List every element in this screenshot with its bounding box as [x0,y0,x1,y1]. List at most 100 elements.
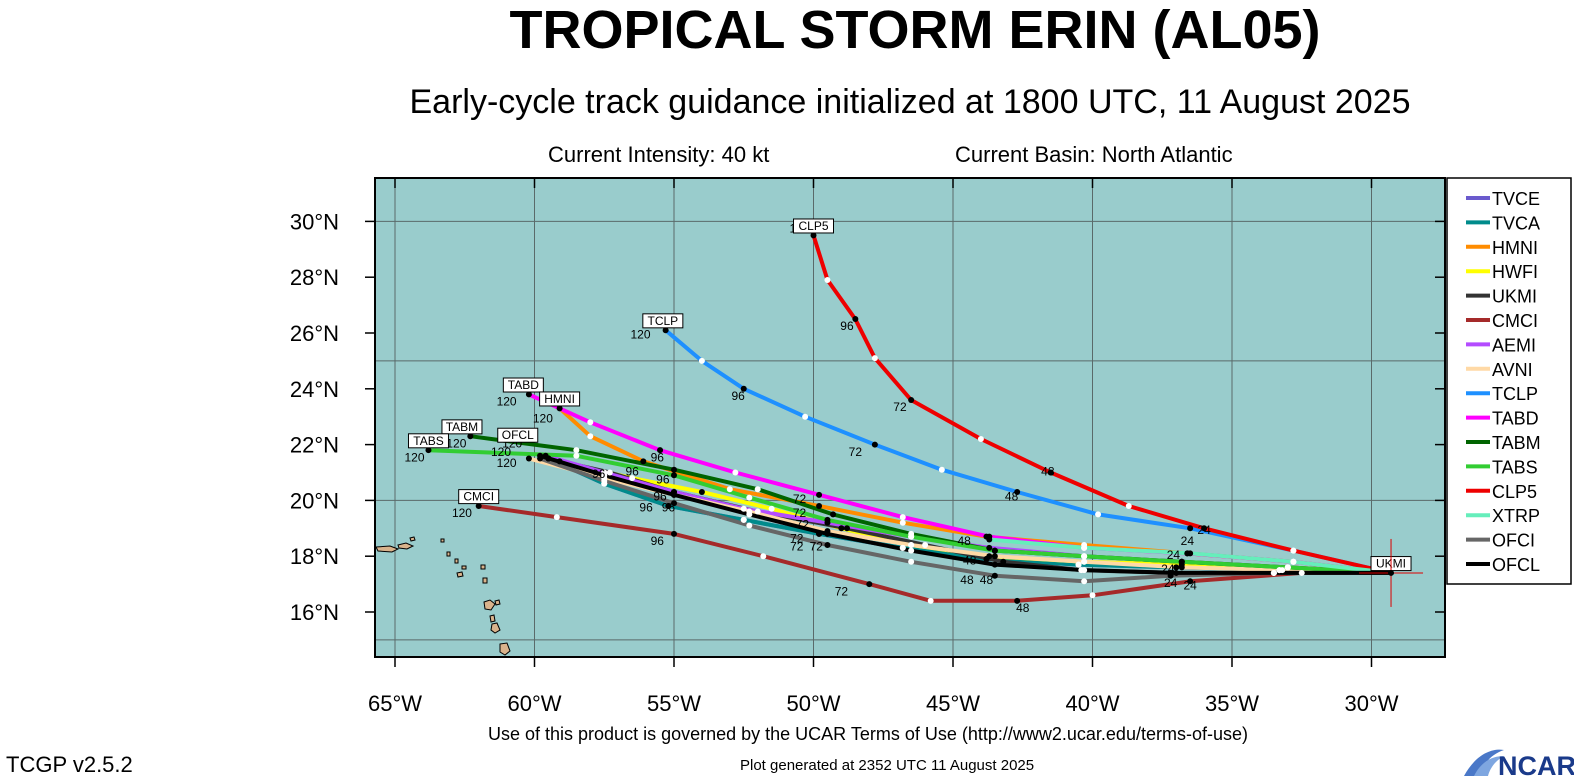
forecast-point-tabs [991,547,998,554]
forecast-point-ofci [1081,578,1088,585]
forecast-point-tabm [830,511,837,518]
ncar-logo-text: NCAR [1498,751,1574,778]
x-tick-label: 45°W [926,691,980,716]
forecast-point-cmci [671,530,677,537]
forecast-point-tabd [587,419,594,426]
island-guadeloupe [483,599,496,611]
y-tick-label: 28°N [290,265,339,290]
ncar-logo-swoosh [1464,749,1504,776]
forecast-hour-label: 96 [731,389,745,403]
forecast-hour-label: 120 [446,436,466,450]
island-small-9 [494,599,501,606]
legend-label-xtrp: XTRP [1492,506,1540,526]
forecast-point-xtrp [1290,558,1297,565]
forecast-point-tvca [1075,561,1082,568]
legend-label-ofci: OFCI [1492,531,1535,551]
legend-label-tvca: TVCA [1492,213,1540,233]
forecast-point-tabd [732,469,739,476]
forecast-point-clp5 [1201,525,1208,532]
x-tick-label: 40°W [1065,691,1119,716]
model-box-tclp [642,313,684,329]
model-box-label: TABM [446,420,478,434]
forecast-point-tclp [740,385,747,392]
forecast-point-tvca [816,530,823,537]
forecast-hour-label: 96 [662,501,676,515]
forecast-point-hmni [726,486,733,493]
map-frame [374,177,1446,658]
forecast-point-clp5 [871,355,878,362]
forecast-point-ofcl [1081,567,1088,574]
forecast-point-ofci [991,572,998,579]
forecast-point-tabs [573,452,580,459]
model-box-tabd [502,377,544,393]
forecast-point-ofcl [537,452,544,459]
legend-label-tvce: TVCE [1492,189,1540,209]
forecast-point-tabs [1178,558,1185,565]
forecast-point-avni [908,542,915,549]
forecast-point-cmci [760,553,767,560]
forecast-point-ofci [671,500,677,507]
forecast-point-clp5 [1125,502,1132,509]
forecast-hour-label: 72 [793,506,807,520]
forecast-point-cmci [866,581,873,588]
model-box-label: OFCL [502,428,534,442]
ncar-logo-swoosh-2 [1474,756,1504,776]
forecast-point-tclp [662,327,669,334]
model-box-hmni [539,391,581,407]
y-tick-label: 20°N [290,488,339,513]
terms-of-use: Use of this product is governed by the U… [488,724,1248,744]
forecast-point-ofci [601,477,608,484]
y-tick-label: 24°N [290,377,339,402]
forecast-point-cmci [553,514,560,521]
forecast-point-tclp [1014,489,1021,496]
forecast-hour-label: 48 [963,554,977,568]
forecast-point-tabs [746,494,753,501]
forecast-hour-label: 24 [1167,548,1181,562]
forecast-point-ofcl [1173,569,1180,576]
forecast-point-avni [991,553,998,560]
forecast-point-hmni [640,458,647,465]
forecast-point-ukmi [1000,558,1007,565]
forecast-point-clp5 [977,436,984,443]
forecast-hour-label: 120 [497,395,517,409]
model-box-label: TABD [508,378,539,392]
forecast-hour-label: 72 [793,492,807,506]
forecast-point-tabm [754,486,761,493]
forecast-point-cmci [1187,578,1194,585]
model-box-label: CMCI [463,490,494,504]
forecast-point-aemi [542,452,549,459]
forecast-point-hwfi [629,475,636,482]
forecast-point-xtrp [1081,544,1088,551]
forecast-hour-label: 72 [849,445,863,459]
legend: TVCE TVCA HMNI HWFI UKMI CMCI AEMI AVNI TCLP TABD… [1446,177,1572,585]
model-box-tabm [441,419,483,435]
forecast-hour-label: 120 [405,450,425,464]
forecast-point-tclp [802,413,809,420]
island-small-3 [446,551,451,557]
model-box-cmci [458,489,500,505]
forecast-point-ofci [1167,572,1174,579]
x-axis: 65°W 60°W 55°W 50°W 45°W 40°W 35°W 30°W [368,178,1399,716]
forecast-point-tabd [657,447,664,454]
forecast-hour-label: 24 [1197,523,1211,537]
x-tick-label: 30°W [1344,691,1398,716]
forecast-hour-label: 48 [1041,464,1055,478]
x-tick-label: 60°W [507,691,561,716]
forecast-point-tabd [899,514,906,521]
forecast-point-hwfi [838,525,845,532]
legend-label-avni: AVNI [1492,360,1533,380]
island-dominica [489,614,496,623]
forecast-point-clp5 [852,316,859,323]
forecast-point-cmci [1089,592,1096,599]
forecast-point-hmni [587,433,594,440]
forecast-hour-label: 24 [1183,579,1197,593]
y-tick-label: 22°N [290,433,339,458]
forecast-point-tabs [1284,564,1291,571]
forecast-point-tvca [899,544,906,551]
forecast-point-cmci [475,502,482,509]
version-label: TCGP v2.5.2 [6,752,133,777]
forecast-point-aemi [986,544,993,551]
forecast-point-ofcl [991,561,998,568]
forecast-point-avni [1178,564,1185,571]
forecast-point-clp5 [824,276,831,283]
